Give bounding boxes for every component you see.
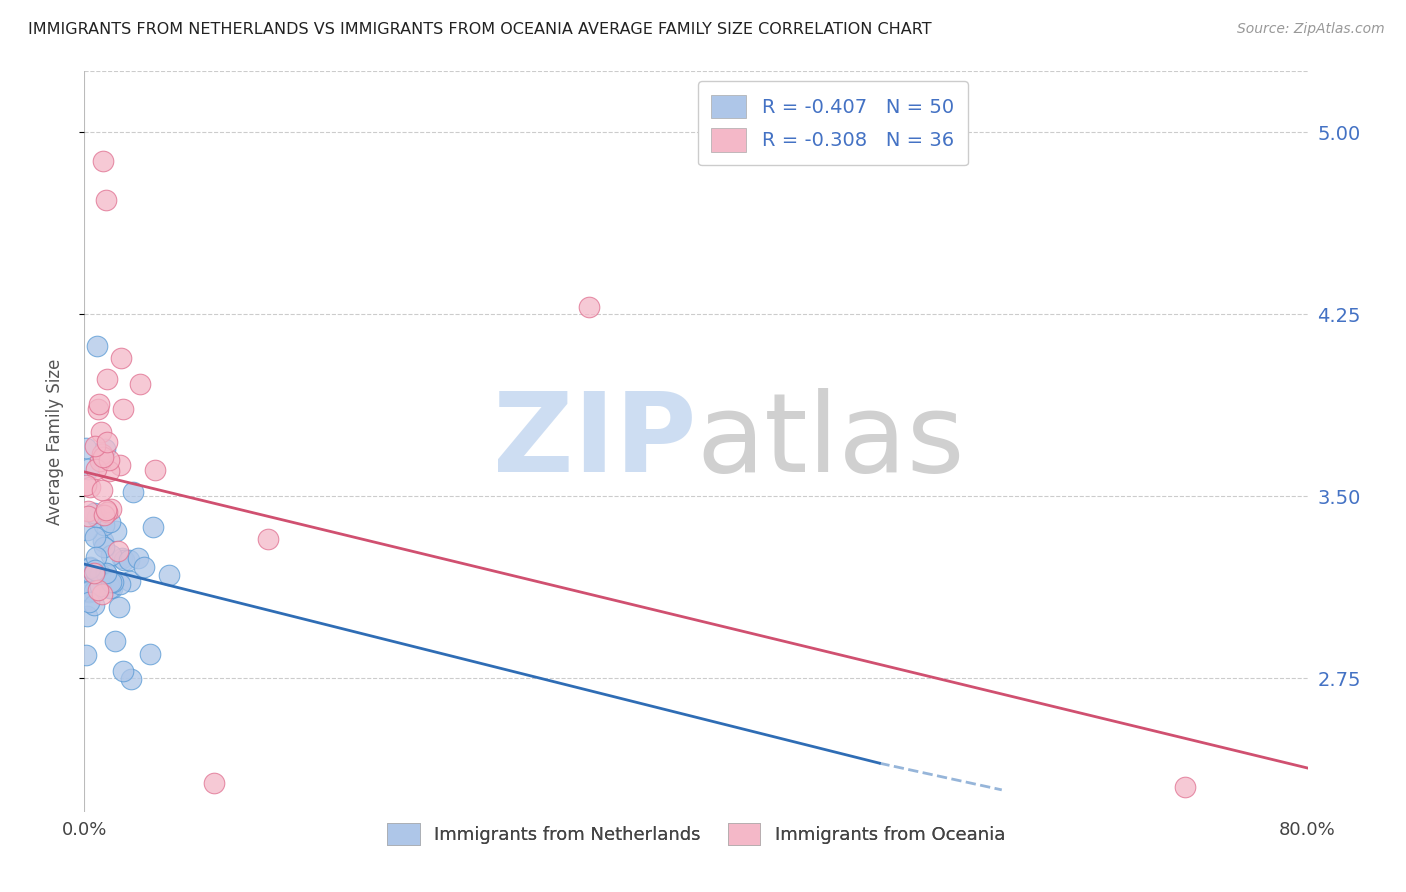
Point xyxy=(100,548,122,562)
Point xyxy=(83,439,105,453)
Point xyxy=(104,633,127,648)
Point xyxy=(93,540,115,554)
Legend: Immigrants from Netherlands, Immigrants from Oceania: Immigrants from Netherlands, Immigrants … xyxy=(378,814,1014,855)
Point xyxy=(108,599,131,614)
Point xyxy=(75,477,97,491)
Text: ZIP: ZIP xyxy=(492,388,696,495)
Text: atlas: atlas xyxy=(696,388,965,495)
Point xyxy=(111,551,134,566)
Point xyxy=(108,577,131,591)
Point xyxy=(91,450,114,465)
Point xyxy=(96,435,118,450)
Point xyxy=(578,300,600,314)
Point xyxy=(127,551,149,566)
Point xyxy=(139,647,162,661)
Point xyxy=(77,583,100,598)
Point xyxy=(84,563,107,577)
Point xyxy=(112,664,135,678)
Point xyxy=(118,553,141,567)
Point xyxy=(77,504,100,518)
Point xyxy=(93,508,115,522)
Point xyxy=(96,503,118,517)
Point xyxy=(101,581,124,595)
Point xyxy=(76,608,98,623)
Point xyxy=(90,483,112,497)
Point xyxy=(122,484,145,499)
Point xyxy=(86,509,108,524)
Point xyxy=(96,505,118,519)
Point xyxy=(75,442,97,456)
Point xyxy=(89,454,111,468)
Point xyxy=(87,401,110,416)
Point xyxy=(112,553,135,567)
Point xyxy=(98,516,121,530)
Point xyxy=(110,351,132,366)
Point xyxy=(79,560,101,574)
Point xyxy=(112,402,135,417)
Point xyxy=(100,581,122,595)
Point xyxy=(120,574,142,588)
Point xyxy=(83,583,105,598)
Point xyxy=(94,193,117,207)
Point xyxy=(143,463,166,477)
Point xyxy=(128,377,150,392)
Point xyxy=(98,464,121,478)
Point xyxy=(96,566,118,580)
Point xyxy=(132,560,155,574)
Point xyxy=(76,524,98,538)
Point xyxy=(79,595,101,609)
Point xyxy=(89,566,111,581)
Point xyxy=(80,566,103,580)
Point xyxy=(79,561,101,575)
Text: Source: ZipAtlas.com: Source: ZipAtlas.com xyxy=(1237,22,1385,37)
Point xyxy=(257,532,280,546)
Point xyxy=(83,599,105,613)
Point xyxy=(83,566,105,580)
Point xyxy=(79,584,101,599)
Point xyxy=(75,567,97,582)
Point xyxy=(93,517,115,532)
Point xyxy=(93,442,115,457)
Text: IMMIGRANTS FROM NETHERLANDS VS IMMIGRANTS FROM OCEANIA AVERAGE FAMILY SIZE CORRE: IMMIGRANTS FROM NETHERLANDS VS IMMIGRANT… xyxy=(28,22,932,37)
Point xyxy=(108,458,131,473)
Point xyxy=(202,775,225,789)
Point xyxy=(103,574,125,589)
Point xyxy=(107,543,129,558)
Point xyxy=(1174,780,1197,795)
Point xyxy=(100,502,122,516)
Point xyxy=(91,587,114,601)
Point xyxy=(83,506,105,520)
Point xyxy=(86,339,108,353)
Point xyxy=(90,425,112,439)
Point xyxy=(96,372,118,386)
Point xyxy=(98,453,121,467)
Point xyxy=(87,582,110,597)
Point xyxy=(105,524,128,539)
Point xyxy=(100,574,122,589)
Point xyxy=(86,461,108,475)
Y-axis label: Average Family Size: Average Family Size xyxy=(45,359,63,524)
Point xyxy=(75,648,97,662)
Point xyxy=(93,534,115,549)
Point xyxy=(157,568,180,582)
Point xyxy=(91,447,114,461)
Point xyxy=(77,508,100,523)
Point xyxy=(89,397,111,411)
Point xyxy=(91,154,114,169)
Point xyxy=(76,461,98,475)
Point xyxy=(84,549,107,564)
Point xyxy=(94,566,117,581)
Point xyxy=(120,673,142,687)
Point xyxy=(84,530,107,544)
Point xyxy=(89,579,111,593)
Point xyxy=(142,519,165,533)
Point xyxy=(79,480,101,494)
